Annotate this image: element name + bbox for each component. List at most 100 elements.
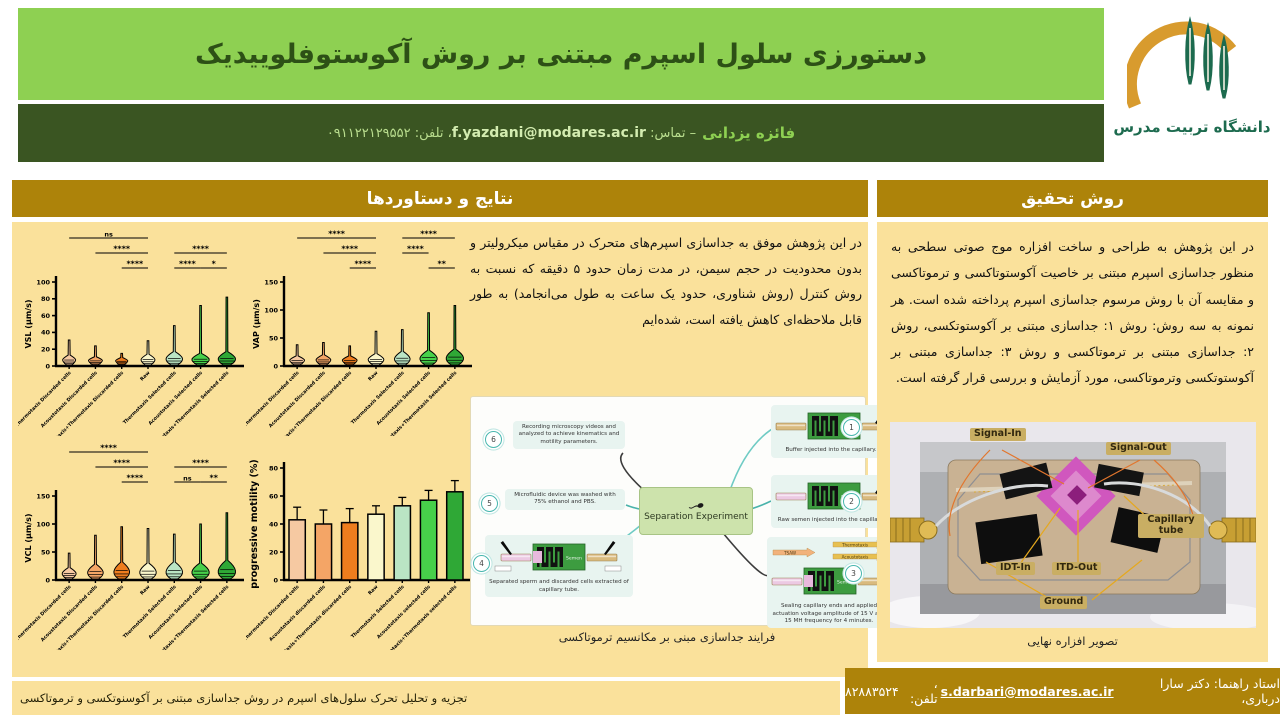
svg-text:Thermotaxis: Thermotaxis [841, 542, 868, 547]
vap-violin-chart: **** **** **** **** **** ** 0 50 100 150 VAP (µm/s… [242, 224, 476, 456]
diagram-node-4: Semen Separated sperm and discarded cell… [485, 535, 633, 597]
svg-text:****: **** [126, 474, 144, 483]
svg-text:progressive motility (%): progressive motility (%) [249, 459, 260, 588]
author-name: فائزه یزدانی [702, 124, 796, 142]
label-ground: Ground [1040, 596, 1088, 609]
svg-text:Raw: Raw [367, 370, 380, 383]
svg-text:100: 100 [36, 520, 50, 528]
sperm-icon [688, 502, 704, 509]
analysis-caption: تجزیه و تحلیل تحرک سلول‌های اسپرم در روش… [20, 691, 468, 705]
title-banner: دستورزی سلول اسپرم مبتنی بر روش آکوستوفل… [18, 8, 1104, 100]
supervisor-email-link[interactable]: s.darbari@modares.ac.ir [940, 683, 1114, 699]
svg-text:Acoustotaxis+Thermotaxis Selec: Acoustotaxis+Thermotaxis Selected cells [147, 584, 230, 650]
contact-label: – تماس: [650, 125, 697, 141]
author-email-link[interactable]: f.yazdani@modares.ac.ir [451, 125, 646, 141]
university-logo-icon [1127, 16, 1237, 109]
svg-text:80: 80 [41, 295, 51, 303]
svg-text:20: 20 [269, 548, 279, 556]
diagram-node-1-number: 1 [843, 419, 860, 436]
svg-text:Acoustotaxis Discarded cells: Acoustotaxis Discarded cells [268, 370, 327, 429]
label-capillary-tube: Capillary tube [1138, 514, 1204, 538]
diagram-center-node: Separation Experiment [639, 487, 753, 535]
svg-text:Acoustotaxis+Thermotaxis selec: Acoustotaxis+Thermotaxis selected cells [376, 584, 459, 650]
svg-text:Acoustotaxis+Thermotaxis Selec: Acoustotaxis+Thermotaxis Selected cells [147, 370, 230, 436]
svg-text:100: 100 [36, 278, 50, 286]
svg-text:**: ** [438, 260, 447, 269]
svg-text:****: **** [126, 260, 144, 269]
diagram-node-3-number: 3 [845, 565, 862, 582]
svg-text:Acoustotaxis+Thermotaxis Disca: Acoustotaxis+Thermotaxis Discarded cells [39, 584, 125, 650]
diagram-node-5-caption: Microfluidic device was washed with 75% … [514, 492, 616, 506]
svg-text:80: 80 [269, 464, 279, 472]
poster-title: دستورزی سلول اسپرم مبتنی بر روش آکوستوفل… [194, 38, 928, 70]
svg-text:Acoustotaxis selected cells: Acoustotaxis selected cells [376, 584, 432, 640]
method-paragraph: در این پژوهش به طراحی و ساخت افزاره موج … [891, 239, 1254, 386]
svg-text:0: 0 [273, 362, 278, 370]
label-signal-in: Signal-In [970, 428, 1026, 441]
svg-text:0: 0 [273, 576, 278, 584]
svg-text:VAP (µm/s): VAP (µm/s) [252, 299, 261, 349]
svg-text:****: **** [100, 444, 118, 453]
svg-text:****: **** [192, 459, 210, 468]
svg-text:Raw: Raw [139, 370, 152, 383]
svg-text:60: 60 [41, 312, 51, 320]
university-name: دانشگاه تربیت مدرس [1113, 118, 1271, 136]
label-signal-out: Signal-Out [1106, 442, 1171, 455]
svg-text:VSL (µm/s): VSL (µm/s) [24, 299, 33, 348]
diagram-node-1: Buffer Buffer injected into the capillar… [771, 405, 893, 458]
svg-text:Acoustotaxis Discarded cells: Acoustotaxis Discarded cells [40, 584, 99, 643]
supervisor-name: استاد راهنما: دکتر سارا درباری، [1159, 676, 1280, 706]
supervisor-bar: استاد راهنما: دکتر سارا درباری، s.darbar… [845, 668, 1280, 714]
svg-text:100: 100 [264, 306, 278, 314]
diagram-node-3-caption: Sealing capillary ends and applied actua… [772, 603, 886, 624]
svg-text:40: 40 [41, 329, 51, 337]
results-bottom-strip: تجزیه و تحلیل تحرک سلول‌های اسپرم در روش… [12, 681, 840, 715]
svg-text:Acoustotaxis Selected cells: Acoustotaxis Selected cells [376, 370, 433, 427]
diagram-node-5-number: 5 [481, 495, 498, 512]
svg-text:****: **** [113, 245, 131, 254]
device-photo-caption: تصویر افزاره نهایی [1027, 634, 1118, 648]
svg-text:60: 60 [269, 492, 279, 500]
diagram-center-label: Separation Experiment [644, 511, 748, 522]
svg-text:*: * [212, 260, 217, 269]
svg-text:50: 50 [269, 334, 279, 342]
svg-text:Acoustotaxis Selected cells: Acoustotaxis Selected cells [148, 370, 205, 427]
svg-text:Acoustotaxis+Thermotaxis Disca: Acoustotaxis+Thermotaxis Discarded cells [267, 370, 353, 436]
results-section-header: نتایج و دستاوردها [12, 180, 868, 217]
method-section-header: روش تحقیق [877, 180, 1268, 217]
svg-text:Acoustotaxis+Thermotaxis Selec: Acoustotaxis+Thermotaxis Selected cells [375, 370, 458, 436]
svg-text:****: **** [420, 230, 438, 239]
vcl-violin-chart: **** **** **** **** ns ** 0 50 100 150 VCL (µm/s) T… [14, 438, 248, 670]
svg-text:VCL (µm/s): VCL (µm/s) [24, 513, 33, 562]
chip-extract-illustration: Semen [489, 538, 629, 577]
svg-text:Raw: Raw [139, 584, 152, 597]
svg-text:Raw: Raw [367, 584, 380, 597]
svg-text:Acoustotaxis Selected cells: Acoustotaxis Selected cells [148, 584, 205, 641]
results-section-body: در این پژوهش موفق به جداسازی اسپرم‌های م… [12, 222, 893, 677]
university-logo: دانشگاه تربیت مدرس [1104, 0, 1280, 178]
diagram-node-1-caption: Buffer injected into the capillary. [785, 447, 877, 454]
svg-text:0: 0 [45, 362, 50, 370]
diagram-caption: فرایند جداسازی مبنی بر مکانسیم ترموتاکسی [558, 630, 776, 644]
chip-semen-illustration: Semen [775, 478, 893, 515]
label-idt-in: IDT-In [996, 562, 1035, 575]
svg-text:Thermotaxis Selected cells: Thermotaxis Selected cells [350, 584, 406, 640]
progressive-motility-bar-chart: 0 20 40 60 80 progressive motility (%) Thermot… [242, 438, 476, 669]
svg-text:Acoustotaxis discarded cells: Acoustotaxis discarded cells [268, 584, 327, 643]
diagram-node-6-caption: Recording microscopy videos and analyzed… [518, 424, 620, 445]
diagram-node-4-caption: Separated sperm and discarded cells extr… [489, 579, 629, 593]
svg-text:**: ** [210, 474, 219, 483]
svg-text:Acoustotaxis Discarded cells: Acoustotaxis Discarded cells [40, 370, 99, 429]
chip-buffer-illustration: Buffer [775, 408, 893, 445]
svg-text:Acoustotaxis: Acoustotaxis [842, 554, 869, 559]
diagram-node-2: Semen Raw semen injected into the capill… [771, 475, 893, 528]
svg-text:****: **** [354, 260, 372, 269]
label-itd-out: ITD-Out [1052, 562, 1102, 575]
diagram-node-6: Recording microscopy videos and analyzed… [513, 421, 625, 449]
results-paragraph: در این پژوهش موفق به جداسازی اسپرم‌های م… [470, 235, 862, 327]
svg-text:0: 0 [45, 576, 50, 584]
svg-text:****: **** [192, 245, 210, 254]
vsl-violin-chart: ns **** **** **** **** * 0 20 40 60 80 100 VSL (µm/s… [14, 224, 248, 456]
diagram-node-3: TSAW Thermotaxis Acoustotaxis Semen Sealing… [767, 537, 891, 629]
